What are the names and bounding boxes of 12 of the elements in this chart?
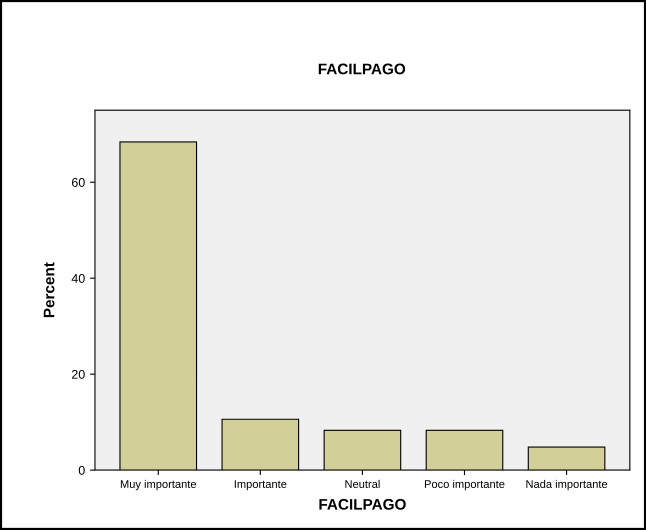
x-tick-label: Nada importante: [526, 480, 608, 490]
x-tick-label: Poco importante: [424, 480, 504, 490]
y-tick-label: 40: [72, 274, 85, 283]
x-axis-title: FACILPAGO: [319, 498, 406, 510]
y-tick-label: 0: [78, 466, 85, 475]
x-tick-label: Muy importante: [120, 480, 196, 490]
x-tick-label: Importante: [234, 480, 286, 490]
y-tick-label: 20: [72, 370, 85, 379]
y-axis-title: Percent: [44, 262, 54, 318]
chart-title: FACILPAGO: [318, 64, 406, 74]
y-tick-label: 60: [72, 178, 85, 187]
x-tick-label: Neutral: [345, 480, 380, 488]
